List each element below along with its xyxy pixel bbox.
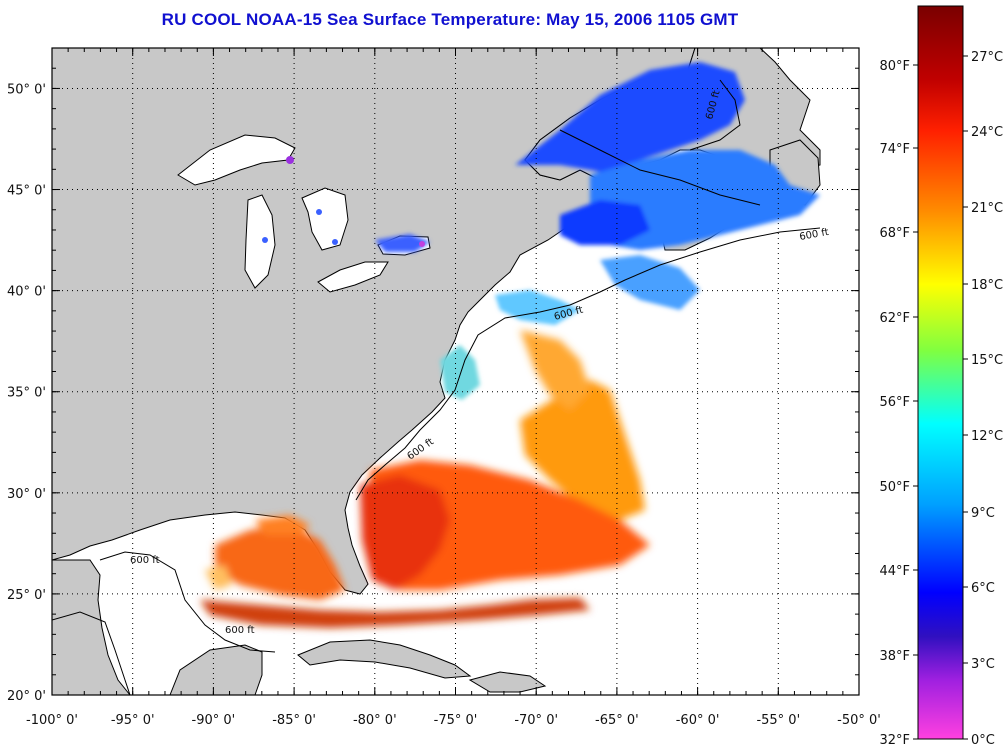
- lon-tick-label: -80° 0': [353, 713, 397, 728]
- contour-label: 600 ft: [130, 555, 160, 566]
- land-yucatan: [169, 644, 263, 695]
- cb-c-label: 0°C: [971, 733, 995, 748]
- cb-f-label: 62°F: [879, 311, 910, 326]
- lon-tick-label: -85° 0': [272, 713, 316, 728]
- lat-tick-label: 50° 0': [7, 82, 46, 97]
- lat-tick-label: 40° 0': [7, 285, 46, 300]
- sst-warm-water: [200, 330, 650, 628]
- contour-600ft: [52, 79, 821, 695]
- lake-data-speck: [332, 239, 338, 245]
- cb-c-label: 24°C: [971, 125, 1003, 140]
- lake-data-speck: [262, 237, 268, 243]
- cb-f-label: 68°F: [879, 226, 910, 241]
- lake-michigan: [244, 194, 276, 289]
- lake-data-speck: [316, 209, 322, 215]
- contour-label: 600 ft: [799, 227, 830, 243]
- map-title: RU COOL NOAA-15 Sea Surface Temperature:…: [161, 10, 739, 29]
- axis-ticks: [51, 47, 860, 696]
- lat-tick-label: 35° 0': [7, 386, 46, 401]
- cb-f-label: 32°F: [879, 733, 910, 748]
- lat-tick-label: 30° 0': [7, 487, 46, 502]
- cb-c-label: 6°C: [971, 581, 995, 596]
- land-mexico: [52, 559, 131, 695]
- cb-c-label: 27°C: [971, 50, 1003, 65]
- cb-f-label: 74°F: [879, 142, 910, 157]
- cb-c-label: 3°C: [971, 657, 995, 672]
- cb-f-label: 56°F: [879, 395, 910, 410]
- lat-tick-label: 20° 0': [7, 689, 46, 704]
- colorbar-ticks: [913, 55, 968, 740]
- cb-c-label: 15°C: [971, 353, 1003, 368]
- colorbar: [917, 5, 964, 740]
- cb-c-label: 18°C: [971, 278, 1003, 293]
- lat-tick-label: 45° 0': [7, 184, 46, 199]
- latitude-labels: 20° 0' 25° 0' 30° 0' 35° 0' 40° 0' 45° 0' 50° …: [7, 82, 46, 704]
- cb-f-label: 38°F: [879, 649, 910, 664]
- lon-tick-label: -90° 0': [192, 713, 236, 728]
- cb-f-label: 50°F: [879, 480, 910, 495]
- colorbar-fahrenheit-labels: 80°F 74°F 68°F 62°F 56°F 50°F 44°F 38°F 32°F: [879, 59, 910, 748]
- longitude-labels: -100° 0' -95° 0' -90° 0' -85° 0' -80° 0' -75°…: [26, 713, 881, 728]
- cb-c-label: 12°C: [971, 429, 1003, 444]
- lake-data-speck: [286, 156, 294, 164]
- lake-data-speck: [419, 241, 425, 247]
- lon-tick-label: -100° 0': [26, 713, 78, 728]
- lat-tick-label: 25° 0': [7, 588, 46, 603]
- lon-tick-label: -55° 0': [756, 713, 800, 728]
- cb-f-label: 80°F: [879, 59, 910, 74]
- lon-tick-label: -60° 0': [676, 713, 720, 728]
- cb-c-label: 21°C: [971, 201, 1003, 216]
- lon-tick-label: -70° 0': [514, 713, 558, 728]
- lake-erie: [317, 261, 389, 293]
- lon-tick-label: -65° 0': [595, 713, 639, 728]
- lon-tick-label: -75° 0': [434, 713, 478, 728]
- lon-tick-label: -50° 0': [837, 713, 881, 728]
- colorbar-celsius-labels: 27°C 24°C 21°C 18°C 15°C 12°C 9°C 6°C 3°C 0°C: [971, 50, 1003, 748]
- lon-tick-label: -95° 0': [111, 713, 155, 728]
- land-hispaniola: [468, 671, 547, 693]
- land-cuba: [297, 639, 472, 679]
- cb-f-label: 44°F: [879, 564, 910, 579]
- cb-c-label: 9°C: [971, 506, 995, 521]
- contour-label: 600 ft: [225, 625, 255, 636]
- lake-huron: [301, 187, 349, 251]
- sst-cold-water: [375, 62, 820, 400]
